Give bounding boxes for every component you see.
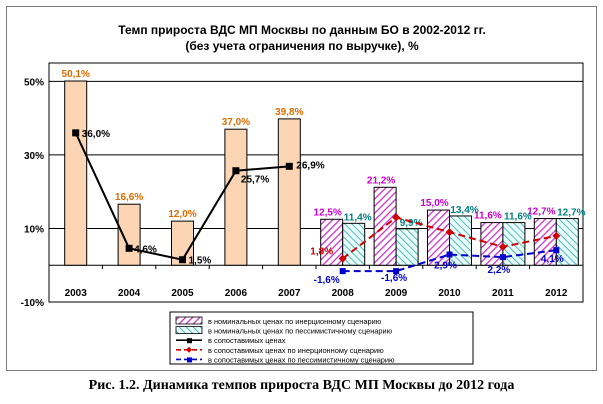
marker-inertia [498, 242, 507, 251]
bar-inertia [427, 209, 450, 266]
marker-actual [232, 167, 240, 175]
y-tick-label: -10% [21, 298, 44, 309]
bar-actual [64, 80, 88, 266]
legend-label: в номинальных ценах по инерционному сцен… [208, 317, 382, 326]
legend-swatch [175, 326, 203, 335]
data-label-comparable: 25,7% [241, 175, 269, 186]
data-label-comparable: 26,9% [296, 160, 324, 171]
data-label-inertia: 12,7% [527, 207, 555, 218]
bar-pessimistic [395, 228, 419, 266]
marker-inertia [445, 228, 454, 237]
data-label-actual: 50,1% [62, 69, 90, 80]
legend-label: в сопоставимых ценах [208, 336, 286, 345]
data-label-pessimistic: 11,6% [504, 212, 532, 223]
figure-caption: Рис. 1.2. Динамика темпов прироста ВДС М… [88, 378, 515, 393]
x-tick-label: 2003 [65, 288, 88, 299]
x-tick-label: 2010 [438, 288, 461, 299]
marker-pessimistic [446, 251, 453, 258]
plot-area: 50% 30% 10% -10% 2003 2004 2005 2006 2007 2008 200… [21, 62, 586, 309]
bar-actual [224, 128, 248, 266]
chart-subtitle: (без учета ограничения по выручке), % [185, 39, 419, 53]
marker-pessimistic [339, 268, 346, 275]
legend-label: в сопоставимых ценах по пессимистичному … [208, 355, 395, 364]
legend-marker [187, 338, 192, 344]
y-tick-label: 30% [24, 151, 44, 162]
x-tick-label: 2005 [171, 288, 194, 299]
x-tick-label: 2007 [278, 288, 301, 299]
bar-pessimistic [555, 218, 579, 266]
marker-actual [125, 244, 133, 252]
legend-box [169, 311, 474, 365]
data-label-comparable-pessimistic: 2,2% [488, 265, 511, 276]
y-tick-label: 50% [24, 77, 44, 88]
data-label-actual: 16,6% [115, 192, 143, 203]
legend-label: в номинальных ценах по пессимистичному с… [208, 327, 393, 336]
data-label-inertia: 21,2% [367, 175, 395, 186]
marker-actual [285, 162, 293, 170]
data-label-comparable-pessimistic: -1,6% [381, 273, 407, 284]
data-label-comparable: 36,0% [82, 129, 110, 140]
marker-actual [72, 129, 80, 137]
marker-pessimistic [499, 254, 506, 261]
marker-pessimistic [393, 268, 400, 275]
x-tick-label: 2012 [545, 288, 568, 299]
data-label-pessimistic: 12,7% [557, 208, 585, 219]
data-label-comparable-pessimistic: 4,1% [541, 254, 564, 265]
data-label-actual: 39,8% [275, 107, 303, 118]
data-label-comparable: 4,6% [134, 244, 157, 255]
data-label-pessimistic: 9,9% [400, 218, 423, 229]
bar-inertia [373, 186, 397, 266]
x-tick-label: 2009 [385, 288, 408, 299]
x-tick-label: 2011 [492, 288, 514, 299]
legend-marker [186, 346, 192, 353]
data-label-actual: 12,0% [168, 209, 196, 220]
legend-marker [187, 357, 192, 363]
data-label-inertia: 15,0% [420, 198, 448, 209]
data-label-comparable-inertia: 1,8% [310, 247, 333, 258]
data-label-comparable-pessimistic: -1,6% [314, 275, 340, 286]
legend-label: в сопоставимых ценах по инерционному сце… [208, 346, 384, 355]
bar-actual [277, 118, 301, 266]
legend-swatch [175, 316, 203, 325]
data-label-pessimistic: 11,4% [344, 212, 372, 223]
data-label-actual: 37,0% [222, 117, 250, 128]
marker-inertia [338, 254, 347, 263]
x-tick-label: 2008 [332, 288, 355, 299]
marker-pessimistic [553, 247, 560, 254]
legend: в номинальных ценах по инерционному сцен… [169, 311, 474, 365]
data-label-comparable-pessimistic: 2,9% [434, 261, 457, 272]
y-tick-label: 10% [24, 224, 44, 235]
bar-actual [117, 203, 141, 266]
x-tick-label: 2004 [118, 288, 141, 299]
line-pessimistic [342, 249, 557, 273]
data-label-comparable: 1,5% [189, 256, 212, 267]
marker-actual [179, 256, 186, 264]
marker-inertia [392, 213, 401, 222]
chart-title: Темп прироста ВДС МП Москвы по данным БО… [118, 23, 486, 37]
bar-pessimistic [449, 215, 472, 266]
data-label-inertia: 11,6% [474, 211, 502, 222]
data-label-pessimistic: 13,4% [450, 205, 478, 216]
data-label-inertia: 12,5% [314, 207, 342, 218]
marker-inertia [552, 231, 561, 240]
x-tick-label: 2006 [225, 288, 248, 299]
